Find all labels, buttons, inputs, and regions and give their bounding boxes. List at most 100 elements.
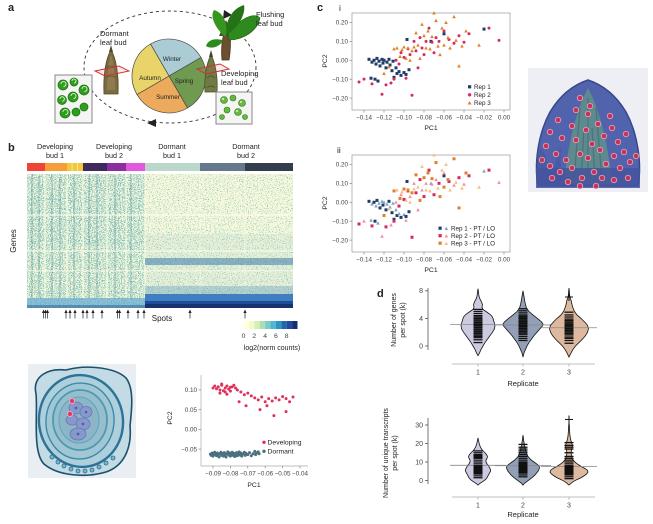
- strip-seg-red: [27, 163, 45, 171]
- spot-marker: [624, 174, 632, 182]
- spot-marker: [622, 130, 630, 138]
- data-mark: [473, 314, 483, 317]
- violin-genes-ylabel-line2: per spot (k): [400, 302, 407, 337]
- data-point: [426, 171, 430, 175]
- data-point: [452, 157, 456, 161]
- data-point: [392, 77, 396, 81]
- tick-label: −0.14: [356, 115, 372, 122]
- tick-label: −0.08: [222, 471, 238, 478]
- data-point: [452, 41, 456, 45]
- data-point: [395, 72, 399, 76]
- svg-text:Developing: Developing: [268, 440, 302, 447]
- legend-rep3-marker: [467, 101, 472, 105]
- data-point: [406, 188, 410, 192]
- data-point: [422, 176, 426, 180]
- tick-label: −0.04: [456, 115, 472, 122]
- data-point: [258, 408, 262, 412]
- data-mark: [518, 317, 528, 320]
- data-point: [424, 188, 428, 192]
- colorbar-label: log2(norm counts): [244, 345, 300, 352]
- tick-label: 0: [419, 343, 423, 350]
- data-point: [244, 404, 248, 408]
- panel-a-label: a: [8, 2, 15, 14]
- data-point: [375, 198, 379, 202]
- data-point: [370, 82, 374, 86]
- data-point: [412, 39, 416, 43]
- spot-marker: [556, 168, 564, 176]
- data-mark: [518, 332, 528, 334]
- legend-rep2-marker: [467, 93, 472, 97]
- tick-label: 0.20: [336, 20, 349, 27]
- data-mark: [518, 467, 528, 470]
- data-mark: [518, 337, 528, 340]
- data-mark: [473, 465, 483, 468]
- legend-rep1-lo-marker: [444, 226, 449, 230]
- data-mark: [473, 335, 483, 337]
- data-point: [418, 56, 422, 60]
- data-point: [462, 40, 466, 44]
- data-point: [398, 196, 402, 200]
- data-point: [380, 92, 384, 96]
- arrow-icon: [41, 309, 46, 313]
- data-mark: [564, 472, 574, 474]
- data-point: [454, 180, 458, 184]
- data-point: [377, 59, 381, 63]
- strip-seg-darkpurple: [83, 163, 107, 171]
- data-mark: [473, 323, 483, 326]
- violin-genes-ylabel-line1: Number of genes: [391, 293, 398, 347]
- pca-b-ylabel: PC2: [167, 411, 174, 424]
- violin-transcripts-ylabel-line2: per spot (k): [392, 435, 399, 470]
- spot-marker: [626, 158, 634, 166]
- data-mark: [564, 321, 574, 323]
- data-mark: [564, 448, 574, 450]
- cluster-color-strip: [27, 163, 293, 171]
- arrow-icon: [85, 309, 89, 313]
- dormant-cells-box: [54, 74, 93, 124]
- data-mark: [518, 469, 528, 471]
- data-point: [410, 48, 414, 53]
- data-point: [374, 204, 378, 208]
- data-point: [395, 188, 399, 192]
- spot-marker: [562, 156, 570, 164]
- data-point: [436, 186, 440, 190]
- strip-seg-yellow: [72, 163, 78, 171]
- dormant-bud-label-line2: leaf bud: [100, 38, 127, 47]
- pie-summer: [136, 75, 188, 114]
- spot-marker: [610, 176, 618, 184]
- data-point: [400, 47, 404, 52]
- data-mark: [518, 308, 528, 310]
- svg-text:0: 0: [242, 333, 246, 340]
- data-mark: [473, 329, 483, 331]
- data-point: [416, 43, 420, 47]
- data-point: [246, 391, 250, 395]
- panel-d: d Number of genes per spot (k) Replicate…: [377, 288, 539, 519]
- data-mark: [518, 470, 528, 472]
- spot-marker: [576, 150, 584, 158]
- data-point: [389, 223, 393, 227]
- data-point: [398, 54, 402, 58]
- data-point: [370, 224, 374, 228]
- spot-marker: [588, 140, 596, 148]
- data-point: [410, 235, 414, 239]
- data-mark: [473, 316, 483, 318]
- tick-label: −0.05: [275, 471, 291, 478]
- data-mark: [518, 462, 528, 464]
- data-point: [387, 64, 391, 69]
- data-mark: [564, 322, 574, 324]
- data-point: [408, 194, 412, 199]
- data-point: [430, 177, 434, 181]
- data-point: [404, 198, 408, 202]
- data-mark: [473, 455, 483, 458]
- data-point: [272, 414, 276, 418]
- data-point: [477, 43, 481, 47]
- data-point: [407, 68, 411, 72]
- legend-developing-marker: [262, 440, 266, 444]
- data-mark: [518, 314, 528, 316]
- data-mark: [564, 336, 574, 338]
- data-mark: [564, 469, 574, 471]
- group-label-dorm2-line2: bud 2: [237, 151, 255, 160]
- data-mark: [473, 322, 483, 324]
- data-point: [223, 390, 227, 394]
- data-mark: [518, 472, 528, 474]
